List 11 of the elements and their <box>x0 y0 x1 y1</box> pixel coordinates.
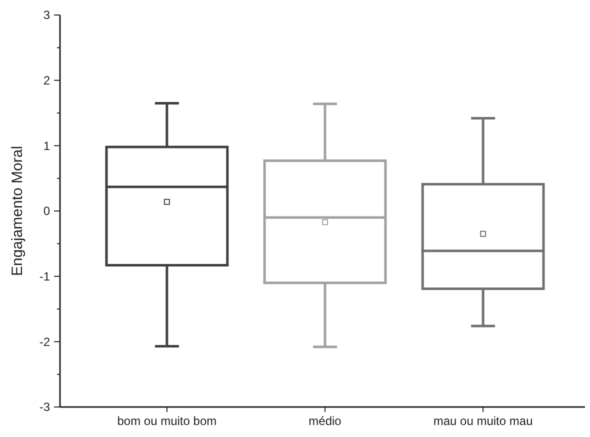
y-tick-label: -2 <box>39 334 50 349</box>
y-tick-label: 2 <box>43 74 50 88</box>
y-tick-label: 0 <box>43 204 50 218</box>
x-tick-label: médio <box>308 414 342 428</box>
x-tick-label: mau ou muito mau <box>433 414 533 428</box>
y-tick-label: 1 <box>43 138 50 153</box>
y-tick-label: -1 <box>39 270 50 284</box>
y-tick-label: 3 <box>43 8 50 22</box>
y-axis-title: Engajamento Moral <box>9 146 26 276</box>
y-tick-label: -3 <box>39 400 50 414</box>
x-tick-label: bom ou muito bom <box>117 414 217 428</box>
